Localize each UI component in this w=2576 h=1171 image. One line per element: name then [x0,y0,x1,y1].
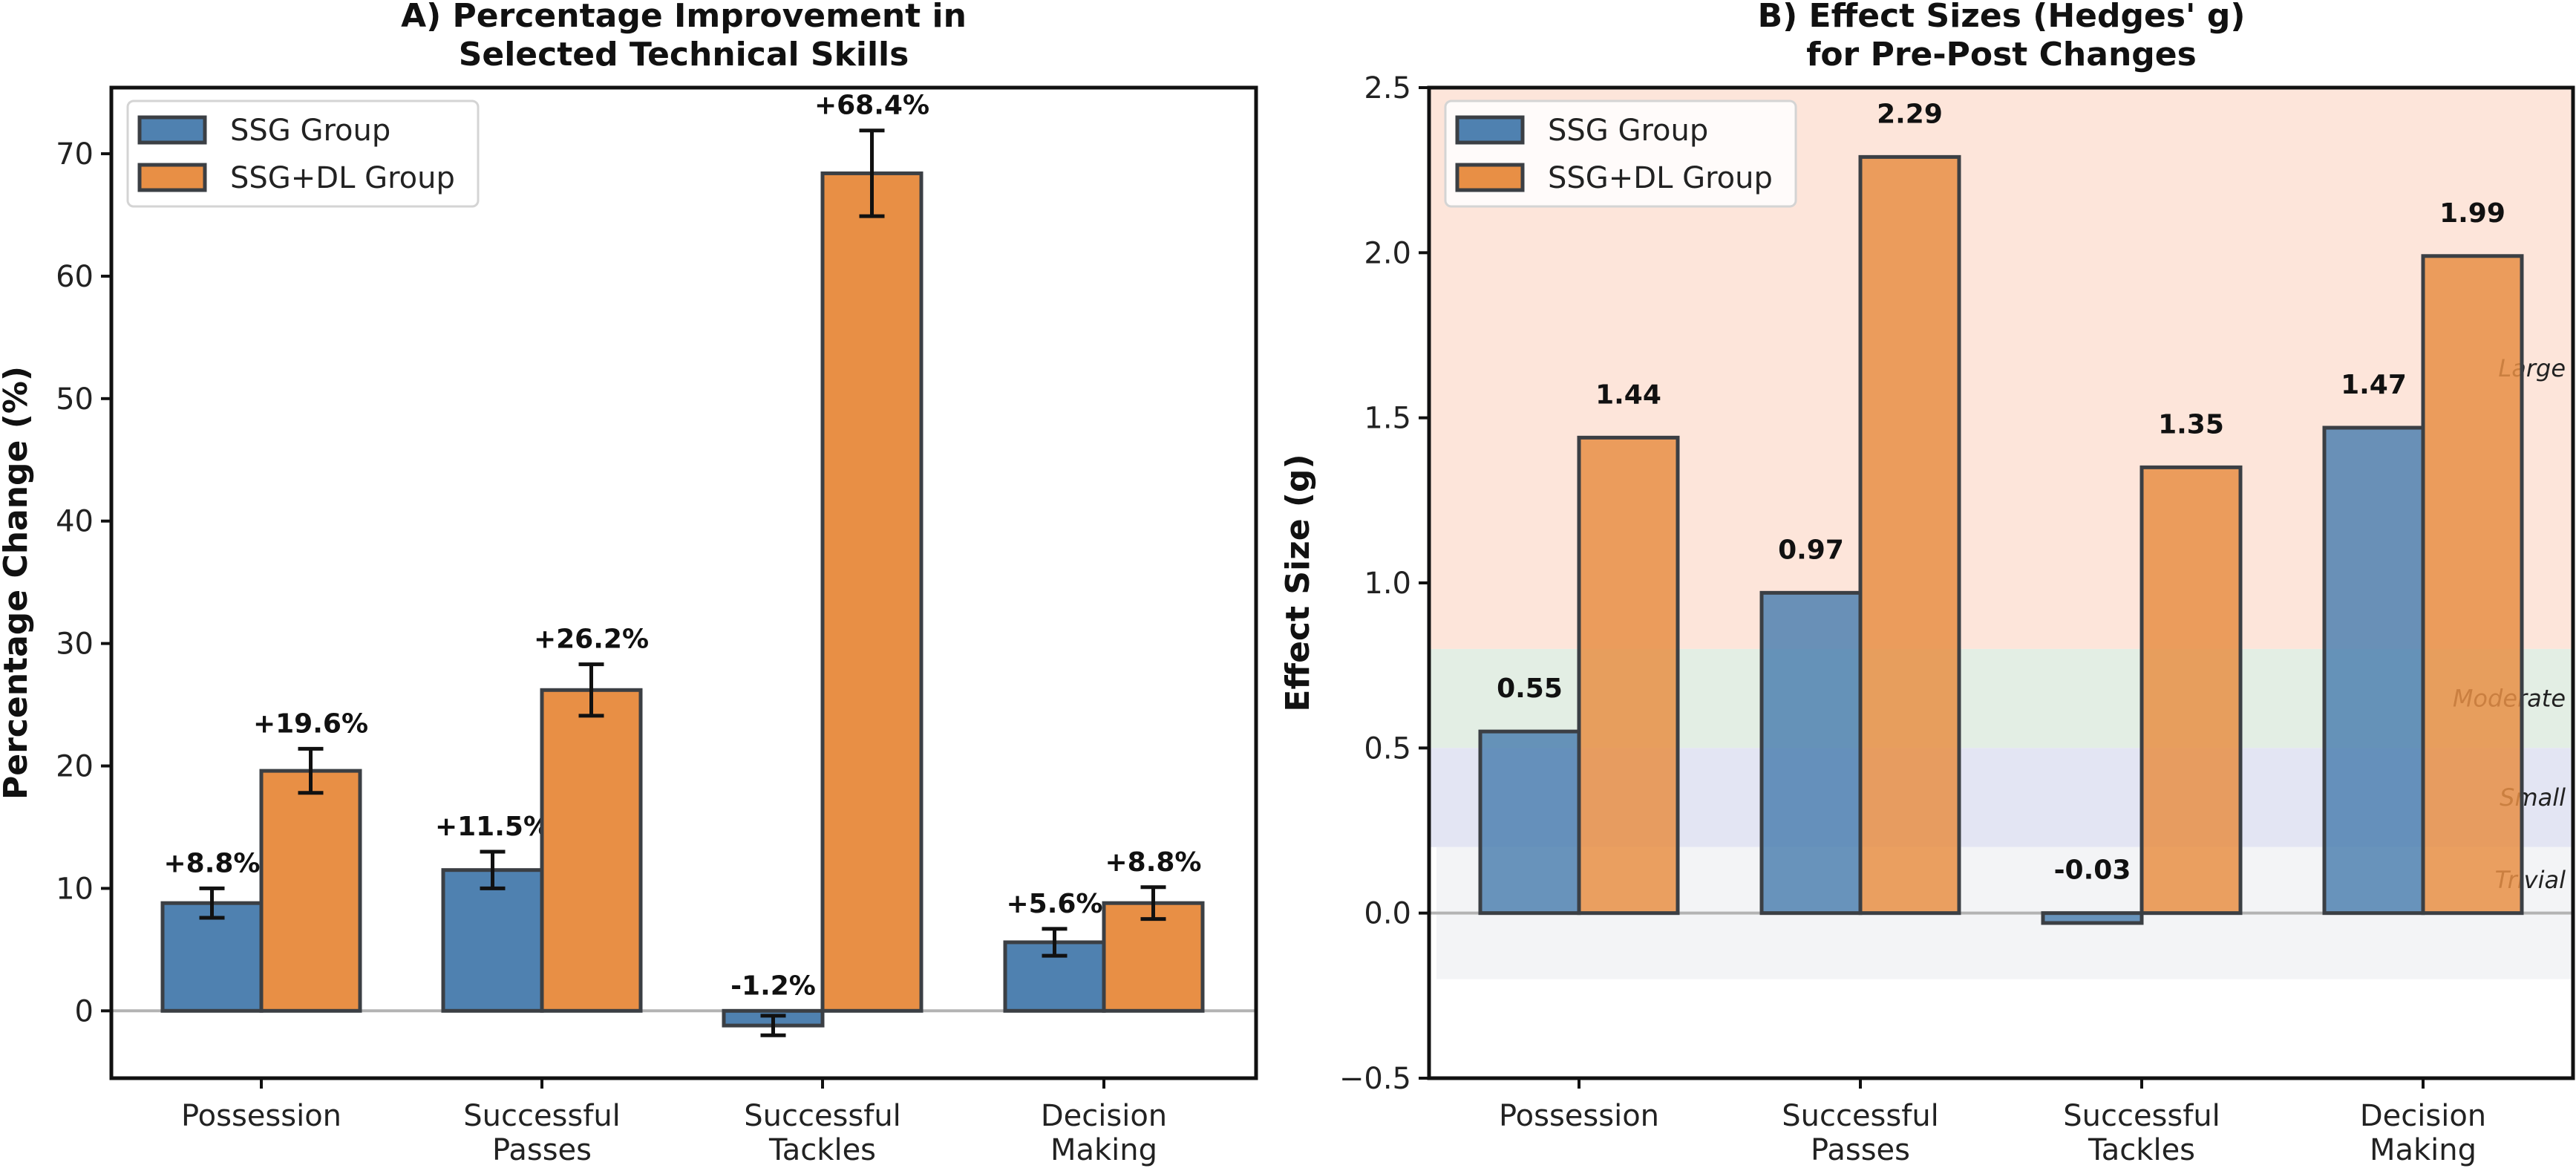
panel-a-bars: +8.8% +11.5% -1.2% +5.6% +19.6% +26.2% +68.4% +… [111,91,1256,1037]
panel-b-legend-box [1444,100,1797,208]
panel-b-data-label: -0.03 [2054,855,2131,886]
panel-a-bar [820,171,923,1013]
panel-a-title-line-2: Selected Technical Skills [459,36,909,74]
panel-b-x-tick-label: Possession [1499,1099,1659,1133]
panel-b-y-tick-label: 1.0 [1364,567,1411,601]
panel-b-y-tick-label: −0.5 [1339,1062,1411,1096]
panel-b-data-label: 0.55 [1497,673,1563,704]
panel-a-data-label: +26.2% [534,624,649,655]
panel-b-y-tick-label: 2.5 [1364,71,1411,105]
panel-a-x-tick-label: Tackles [768,1133,876,1167]
panel-a-data-label: -1.2% [730,971,816,1001]
panel-b-x-tick-label: Tackles [2088,1133,2195,1167]
panel-a-x-tick-label: Possession [181,1099,341,1133]
panel-b-x-tick-label: Decision [2360,1099,2486,1133]
panel-a-x-tick-label: Successful [463,1099,621,1133]
panel-a-y-axis-label: Percentage Change (%) [0,366,35,800]
panel-a-y-tick-label: 20 [56,750,94,784]
panel-a-title-line-1: A) Percentage Improvement in [401,0,967,35]
panel-a-data-label: +68.4% [814,91,929,121]
panel-a-bar [540,688,643,1013]
panel-a-y-tick-label: 30 [56,627,94,662]
panel-b-y-tick-label: 0.0 [1364,897,1411,931]
panel-b-data-label: 1.44 [1595,379,1661,410]
panel-b-bar [1858,154,1961,916]
panel-b-x-tick-label: Successful [2063,1099,2220,1133]
panel-b-bars: 0.55 0.97 -0.03 1.47 1.44 2.29 1.35 1.99 [1429,99,2573,925]
panel-b-x-tick-label: Passes [1811,1133,1910,1167]
panel-b-bar [2041,911,2144,925]
panel-a-legend: SSG Group SSG+DL Group [126,100,480,208]
panel-a: A) Percentage Improvement in Selected Te… [0,0,1258,1167]
panel-a-legend-swatch [137,163,207,192]
panel-a-x-tick-label: Successful [744,1099,901,1133]
panel-a-bar [1102,901,1205,1013]
panel-a-y-tick-label: 0 [75,994,94,1028]
panel-a-data-label: +19.6% [253,708,368,739]
panel-b-bar [1478,729,1581,916]
panel-b-legend-label: SSG Group [1548,114,1708,148]
panel-a-data-label: +8.8% [163,848,260,878]
panel-b-y-axis-label: Effect Size (g) [1279,454,1317,711]
panel-b-data-label: 1.99 [2439,198,2505,229]
panel-b-legend-swatch [1455,163,1525,192]
panel-b-bar [1759,590,1863,916]
panel-a-y-tick-label: 40 [56,505,94,539]
panel-b-legend: SSG Group SSG+DL Group [1444,100,1797,208]
panel-a-bar [259,769,362,1013]
panel-b-data-label: 1.35 [2158,409,2224,440]
panel-b-legend-label: SSG+DL Group [1548,161,1773,195]
panel-a-data-label: +11.5% [435,812,550,842]
panel-b-bar [2139,465,2243,916]
panel-a-x-tick-label: Decision [1041,1099,1167,1133]
panel-b-bar [2421,254,2524,916]
panel-b-title-line-1: B) Effect Sizes (Hedges' g) [1758,0,2246,35]
panel-b-y-tick-label: 0.5 [1364,731,1411,766]
panel-a-y-tick-label: 50 [56,382,94,417]
panel-b-data-label: 2.29 [1877,99,1943,129]
panel-b-bar [1577,435,1680,916]
panel-a-x-tick-label: Passes [492,1133,592,1167]
panel-a-y-tick-label: 70 [56,137,94,172]
panel-b-title-line-2: for Pre-Post Changes [1806,36,2197,74]
panel-b-axes: −0.5 0.0 0.5 1.0 1.5 2.0 2.5 Possession Successf… [1339,71,2575,1167]
panel-a-legend-box [126,100,480,208]
panel-b-y-tick-label: 2.0 [1364,236,1411,270]
panel-a-legend-label: SSG Group [230,114,390,148]
panel-b: LargeModerateSmallTrivial B) Effect Size… [1279,0,2575,1167]
panel-b-bar [2322,425,2425,916]
panel-a-x-tick-label: Making [1050,1133,1157,1167]
panel-a-bar [441,868,544,1013]
panel-b-x-tick-label: Successful [1782,1099,1939,1133]
panel-b-x-tick-label: Making [2370,1133,2477,1167]
panel-b-data-label: 0.97 [1778,535,1844,565]
panel-b-y-tick-label: 1.5 [1364,402,1411,436]
panel-a-legend-swatch [137,115,207,145]
panel-a-data-label: +5.6% [1006,889,1102,919]
panel-a-y-tick-label: 10 [56,872,94,906]
panel-a-axes-frame [109,85,1258,1080]
panel-a-legend-label: SSG+DL Group [230,161,455,195]
panel-a-data-label: +8.8% [1105,847,1201,878]
panel-b-data-label: 1.47 [2341,370,2407,400]
panel-b-legend-swatch [1455,115,1525,145]
panel-a-y-tick-label: 60 [56,260,94,294]
